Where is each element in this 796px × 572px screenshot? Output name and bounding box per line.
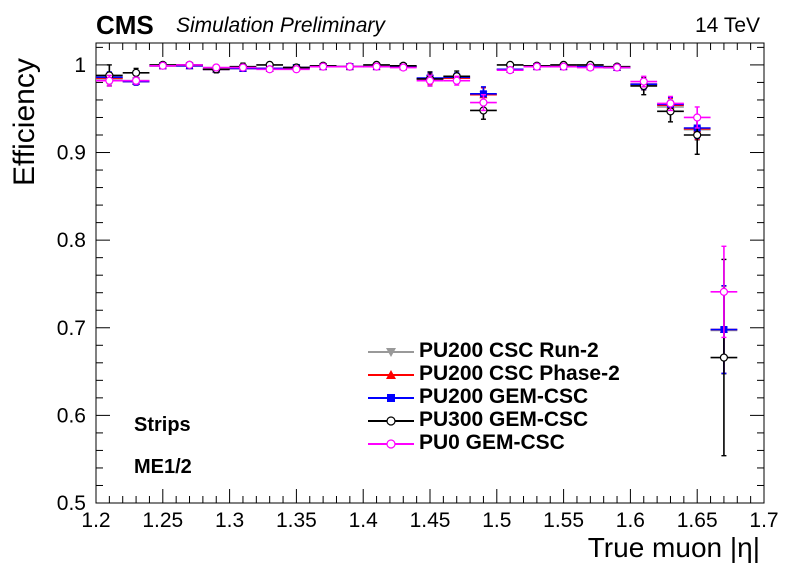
marker-circle	[131, 76, 141, 85]
marker-circle	[238, 63, 248, 72]
x-tick-label: 1.7	[749, 509, 778, 532]
marker-circle	[719, 287, 729, 296]
legend-label: PU300 GEM-CSC	[419, 408, 589, 431]
x-tick-label: 1.6	[616, 509, 645, 532]
series-group	[96, 62, 738, 375]
marker-circle	[693, 113, 702, 122]
marker-circle	[292, 65, 301, 74]
open-circle-marker-icon	[386, 439, 396, 449]
y-axis-title: Efficiency	[8, 58, 41, 186]
marker-circle	[372, 62, 381, 71]
series-group	[96, 60, 738, 339]
marker-square	[479, 90, 487, 98]
x-tick-label: 1.2	[81, 509, 110, 532]
data-point	[443, 75, 471, 86]
x-tick-label: 1.5	[482, 509, 511, 532]
y-tick-label: 0.7	[57, 317, 86, 340]
marker-circle	[666, 99, 675, 108]
data-point	[309, 62, 337, 71]
marker-circle	[425, 76, 435, 85]
data-point	[657, 95, 684, 112]
energy-label: 14 TeV	[695, 14, 760, 37]
x-tick-label: 1.4	[349, 509, 379, 532]
axis-ticks: 1.2 1.25 1.3 1.35 1.4 1.45 1.5 1.55 1.6 1.65 1.7 0.…	[57, 43, 779, 532]
marker-circle	[639, 77, 648, 86]
experiment-label: CMS	[96, 10, 154, 40]
data-point	[96, 74, 123, 87]
data-point	[496, 66, 524, 75]
data-point	[416, 74, 444, 87]
data-point	[710, 245, 738, 339]
x-tick-label: 1.55	[543, 509, 584, 532]
marker-circle	[158, 61, 167, 70]
marker-circle	[105, 76, 114, 85]
marker-circle	[612, 63, 622, 72]
data-point	[229, 63, 257, 72]
marker-circle	[532, 62, 541, 71]
data-series	[96, 60, 738, 457]
data-point	[550, 62, 577, 71]
data-point	[683, 106, 711, 129]
triangle-up-marker-icon	[386, 370, 396, 379]
y-tick-label: 0.8	[57, 229, 86, 252]
marker-circle	[185, 60, 194, 70]
marker-circle	[452, 76, 461, 85]
series-group	[96, 62, 738, 375]
data-point	[630, 75, 658, 88]
data-point	[523, 62, 551, 71]
data-point	[149, 61, 177, 70]
legend-label: PU0 GEM-CSC	[419, 431, 565, 454]
marker-circle	[559, 62, 568, 71]
x-tick-label: 1.45	[410, 509, 451, 532]
x-tick-label: 1.25	[142, 509, 183, 532]
legend-label: PU200 CSC Phase-2	[419, 362, 620, 385]
marker-circle	[506, 66, 515, 75]
data-point	[283, 65, 310, 74]
marker-circle	[212, 63, 221, 72]
strips-annotation: Strips	[134, 414, 191, 436]
square-marker-icon	[387, 394, 395, 402]
data-point	[122, 76, 150, 85]
status-label: Simulation Preliminary	[176, 14, 385, 37]
data-point	[336, 62, 364, 71]
data-point	[470, 93, 497, 112]
station-annotation: ME1/2	[134, 456, 192, 478]
data-point	[256, 65, 284, 74]
series-group	[96, 61, 738, 375]
x-tick-label: 1.65	[677, 509, 718, 532]
legend-label: PU200 CSC Run-2	[419, 339, 599, 362]
marker-circle	[399, 63, 408, 72]
data-point	[363, 62, 390, 71]
marker-circle	[345, 62, 354, 71]
marker-circle	[479, 98, 488, 107]
marker-circle	[131, 68, 141, 77]
data-point	[389, 63, 417, 72]
triangle-down-marker-icon	[386, 348, 396, 357]
x-tick-label: 1.3	[215, 509, 244, 532]
x-tick-label: 1.35	[276, 509, 317, 532]
y-tick-label: 0.5	[57, 492, 86, 515]
marker-circle	[319, 62, 328, 71]
data-point	[576, 63, 604, 72]
x-axis-title: True muon |η|	[587, 532, 760, 563]
marker-circle	[693, 130, 702, 140]
data-point	[202, 63, 230, 72]
marker-circle	[265, 65, 274, 74]
series-group	[96, 60, 738, 457]
y-tick-label: 0.6	[57, 404, 86, 427]
y-tick-label: 0.9	[57, 142, 86, 165]
data-point	[603, 63, 631, 72]
legend-label: PU200 GEM-CSC	[419, 385, 589, 408]
marker-circle	[586, 63, 595, 72]
data-point	[122, 67, 150, 78]
data-point	[176, 60, 203, 70]
y-tick-label: 1	[74, 54, 86, 77]
open-circle-marker-icon	[386, 416, 396, 426]
marker-circle	[719, 353, 729, 362]
